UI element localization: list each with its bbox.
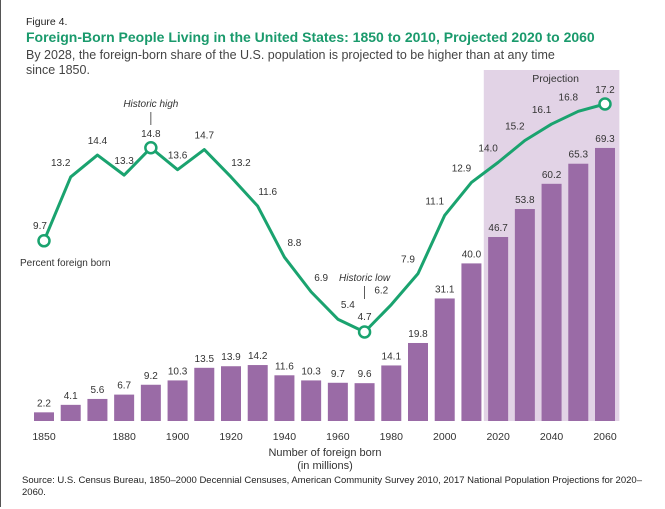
bar-label-2020: 46.7 xyxy=(488,223,508,234)
bar-1910 xyxy=(194,367,215,421)
bar-1860 xyxy=(60,404,81,421)
x-tick-2060: 2060 xyxy=(593,431,617,443)
x-tick-1980: 1980 xyxy=(380,431,404,443)
bar-1870 xyxy=(87,398,108,421)
bar-1980 xyxy=(381,365,402,421)
annotation-historic-high: Historic high xyxy=(123,99,178,110)
line-label-2000: 11.1 xyxy=(425,196,444,207)
bar-1930 xyxy=(247,365,268,421)
bar-label-1960: 9.7 xyxy=(331,369,345,380)
bar-label-2000: 31.1 xyxy=(435,284,455,295)
bar-label-1980: 14.1 xyxy=(382,351,402,362)
bar-label-1920: 13.9 xyxy=(221,352,241,363)
percent-line xyxy=(42,102,606,334)
line-label-1920: 13.2 xyxy=(231,158,251,169)
bar-label-2060: 69.3 xyxy=(595,134,615,145)
bar-1950 xyxy=(301,380,322,421)
chart-subtitle: By 2028, the foreign-born share of the U… xyxy=(26,48,555,77)
bar-1890 xyxy=(140,384,161,421)
chart-title: Foreign-Born People Living in the United… xyxy=(26,29,595,45)
bar-1920 xyxy=(221,366,241,421)
line-label-1950: 6.9 xyxy=(314,273,328,284)
x-axis-label-line1: Number of foreign born xyxy=(268,447,382,459)
annotation-historic-low: Historic low xyxy=(339,273,391,284)
line-label-2020: 14.0 xyxy=(478,143,498,154)
line-marker-1850 xyxy=(37,234,51,248)
projection-label: Projection xyxy=(532,73,579,85)
line-label-2010: 12.9 xyxy=(452,163,472,174)
line-series-label: Percent foreign born xyxy=(20,258,111,269)
bar-label-1860: 4.1 xyxy=(64,391,78,402)
bar-2030 xyxy=(514,209,535,421)
line-label-1900: 13.6 xyxy=(168,151,188,162)
bar-label-2030: 53.8 xyxy=(515,195,535,206)
bar-label-1900: 10.3 xyxy=(168,366,188,377)
x-tick-1880: 1880 xyxy=(112,431,136,443)
line-label-1870: 14.4 xyxy=(88,136,108,147)
bar-label-2010: 40.0 xyxy=(462,249,482,260)
bar-1900 xyxy=(167,380,188,421)
bar-label-1890: 9.2 xyxy=(144,371,158,382)
bar-2020 xyxy=(488,237,509,421)
figure-label: Figure 4. xyxy=(26,16,68,28)
source-note: Source: U.S. Census Bureau, 1850–2000 De… xyxy=(22,475,642,498)
line-label-1970: 4.7 xyxy=(358,312,372,323)
line-label-1940: 8.8 xyxy=(287,238,301,249)
x-tick-1920: 1920 xyxy=(219,431,243,443)
x-tick-1850: 1850 xyxy=(32,431,56,443)
bar-label-2040: 60.2 xyxy=(542,170,562,181)
line-label-1880: 13.3 xyxy=(114,156,134,167)
bar-label-1950: 10.3 xyxy=(301,366,321,377)
bar-label-1990: 19.8 xyxy=(408,329,428,340)
line-label-1930: 11.6 xyxy=(258,187,277,198)
bar-2040 xyxy=(541,183,562,421)
bar-label-2050: 65.3 xyxy=(569,150,589,161)
bar-2000 xyxy=(434,298,455,421)
line-label-2060: 17.2 xyxy=(595,85,615,96)
line-label-1980: 6.2 xyxy=(374,286,388,297)
x-tick-1940: 1940 xyxy=(273,431,297,443)
line-label-2040: 16.1 xyxy=(532,105,552,116)
bar-1880 xyxy=(114,394,135,421)
bar-label-1910: 13.5 xyxy=(195,354,215,365)
bar-1940 xyxy=(274,375,295,421)
bar-1850 xyxy=(34,412,54,421)
line-marker-2060 xyxy=(598,97,612,111)
line-marker-1970 xyxy=(357,325,372,339)
bar-label-1930: 14.2 xyxy=(248,351,268,362)
bar-2060 xyxy=(595,147,615,421)
bar-2010 xyxy=(461,263,482,421)
bar-2050 xyxy=(568,163,589,421)
line-label-1850: 9.7 xyxy=(33,221,47,232)
line-label-1890: 14.8 xyxy=(141,129,161,140)
line-label-1990: 7.9 xyxy=(401,255,415,266)
line-label-2030: 15.2 xyxy=(505,121,525,132)
bar-1960 xyxy=(327,382,348,421)
x-tick-2000: 2000 xyxy=(433,431,457,443)
x-tick-1900: 1900 xyxy=(166,431,190,443)
line-label-1860: 13.2 xyxy=(51,158,71,169)
line-marker-1890 xyxy=(144,141,158,155)
bar-1970 xyxy=(354,383,375,421)
bar-label-1970: 9.6 xyxy=(358,369,372,380)
bar-label-1870: 5.6 xyxy=(90,385,104,396)
x-tick-1960: 1960 xyxy=(326,431,350,443)
bar-1990 xyxy=(408,342,428,421)
bar-label-1850: 2.2 xyxy=(37,398,51,409)
x-tick-2020: 2020 xyxy=(486,431,510,443)
bar-label-1940: 11.6 xyxy=(275,361,294,372)
x-axis-label: Number of foreign born (in millions) xyxy=(220,447,430,473)
line-label-2050: 16.8 xyxy=(559,92,579,103)
x-tick-2040: 2040 xyxy=(540,431,564,443)
bar-label-1880: 6.7 xyxy=(117,381,131,392)
line-label-1910: 14.7 xyxy=(195,131,215,142)
x-axis-label-line2: (in millions) xyxy=(297,460,353,472)
line-label-1960: 5.4 xyxy=(341,300,355,311)
